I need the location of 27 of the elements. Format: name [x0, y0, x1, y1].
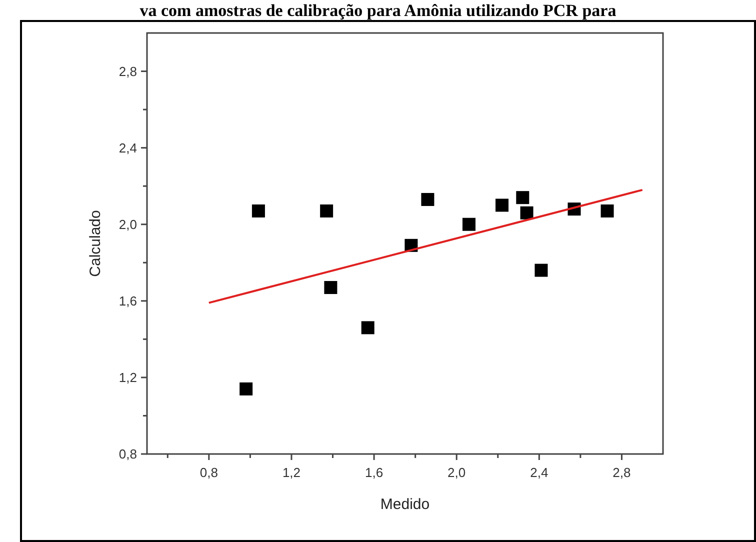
point: [421, 192, 434, 206]
point: [462, 218, 476, 231]
chart-title: va com amostras de calibração para Amônia utilizando PCR para: [140, 1, 617, 20]
y-tick-label: 2,0: [118, 216, 137, 232]
point: [320, 204, 334, 218]
point: [252, 204, 265, 218]
point: [240, 382, 253, 396]
point: [520, 206, 534, 220]
point: [534, 264, 548, 277]
y-tick-label: 1,6: [118, 293, 137, 308]
y-tick-label: 2,8: [118, 64, 137, 79]
x-tick-label: 2,8: [612, 465, 631, 480]
point: [324, 281, 338, 294]
point: [496, 198, 509, 212]
x-tick-label: 1,2: [282, 465, 301, 480]
point: [361, 321, 374, 334]
x-tick-label: 1,6: [365, 465, 384, 480]
x-tick-label: 0,8: [200, 465, 218, 480]
point: [600, 204, 614, 218]
x-tick-label: 2,0: [448, 465, 466, 480]
y-tick-label: 1,2: [118, 370, 137, 385]
y-tick-label: 2,4: [118, 140, 137, 156]
point: [516, 191, 530, 204]
x-tick-label: 2,4: [530, 465, 548, 480]
y-tick-label: 0,8: [118, 446, 137, 462]
y-axis-title: Calculado: [87, 210, 104, 277]
x-axis-title: Medido: [380, 496, 430, 513]
